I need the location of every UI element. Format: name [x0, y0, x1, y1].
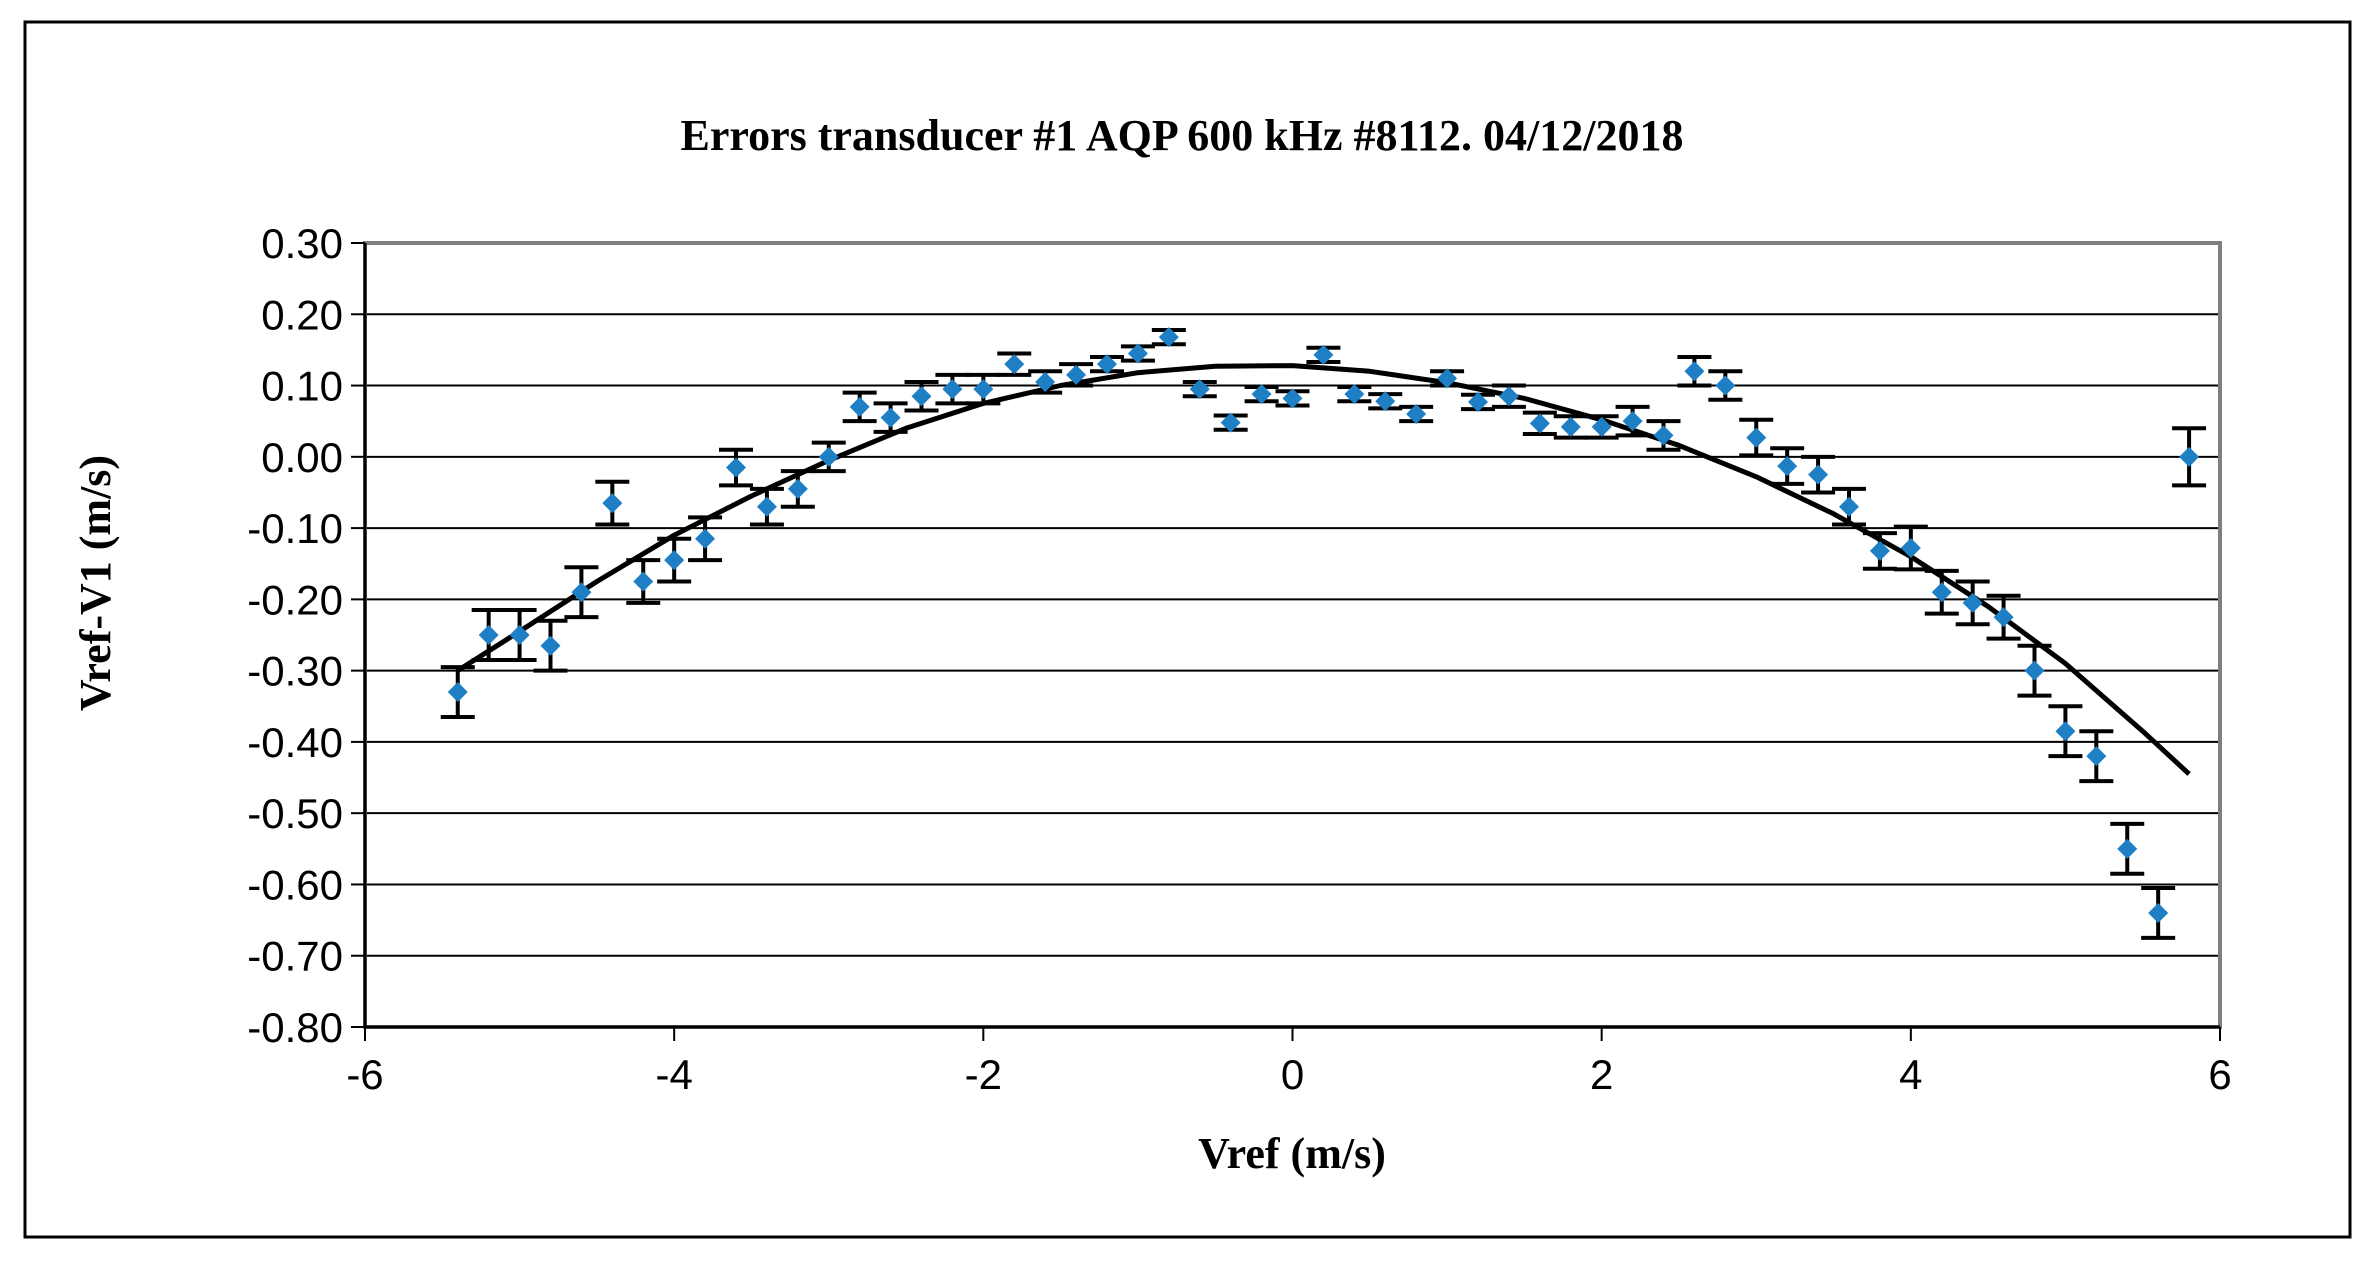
data-point	[1529, 413, 1550, 434]
data-point	[1653, 425, 1674, 446]
data-point	[726, 457, 746, 478]
y-tick-label: 0.10	[261, 363, 343, 410]
y-tick-label: 0.30	[261, 220, 343, 267]
data-point	[1931, 582, 1952, 603]
data-point	[1344, 384, 1365, 405]
data-point	[2148, 902, 2169, 923]
data-point	[1189, 379, 1210, 400]
x-tick-labels: -6 -4 -2 0 2 4 6	[346, 1051, 2231, 1098]
grid-lines	[365, 313, 2220, 957]
data-point	[1777, 456, 1798, 477]
data-point	[540, 635, 561, 656]
data-point	[1746, 427, 1767, 448]
x-tick-label: 2	[1590, 1051, 1613, 1098]
x-tick-label: 4	[1899, 1051, 1922, 1098]
y-tick-label: -0.80	[247, 1004, 343, 1051]
data-point	[571, 582, 592, 603]
y-tick-label: -0.60	[247, 861, 343, 908]
data-point	[973, 379, 994, 400]
axes	[351, 242, 2221, 1041]
data-point	[1097, 354, 1117, 375]
data-point	[911, 386, 932, 407]
y-tick-label: -0.50	[247, 790, 343, 837]
y-tick-label: -0.20	[247, 576, 343, 623]
data-point	[1251, 384, 1272, 405]
y-tick-label: -0.10	[247, 505, 343, 552]
data-point	[1066, 364, 1087, 385]
chart-title: Errors transducer #1 AQP 600 kHz #8112. …	[680, 111, 1683, 160]
data-point	[1622, 411, 1643, 432]
data-point	[1468, 391, 1488, 412]
data-point	[1127, 343, 1148, 364]
y-tick-label: -0.70	[247, 933, 343, 980]
y-tick-labels: 0.30 0.20 0.10 0.00 -0.10 -0.20 -0.30 -0.40 -0.5…	[247, 220, 343, 1051]
data-point	[2055, 721, 2076, 742]
y-tick-label: 0.20	[261, 291, 343, 338]
data-point	[695, 528, 716, 549]
data-point	[1869, 540, 1890, 561]
data-points	[447, 327, 2200, 923]
y-tick-label: -0.30	[247, 648, 343, 695]
data-point	[1406, 404, 1427, 425]
x-axis-label: Vref (m/s)	[1198, 1129, 1386, 1178]
data-point	[1900, 538, 1921, 559]
data-point	[602, 493, 623, 514]
y-tick-label: 0.00	[261, 434, 343, 481]
data-point	[2086, 746, 2107, 767]
data-point	[1962, 592, 1983, 613]
y-tick-label: -0.40	[247, 719, 343, 766]
data-point	[1313, 344, 1334, 365]
data-point	[1282, 388, 1303, 409]
data-point	[1498, 386, 1519, 407]
data-point	[756, 496, 777, 517]
data-point	[1993, 607, 2014, 628]
data-point	[818, 446, 839, 467]
data-point	[880, 407, 901, 428]
data-point	[849, 396, 870, 417]
outer-frame	[23, 20, 2352, 1239]
data-point	[1591, 416, 1612, 437]
trendline-layer	[456, 363, 2191, 776]
trendline	[456, 363, 2191, 776]
data-point	[787, 478, 808, 499]
data-point	[942, 379, 963, 400]
data-point	[1158, 327, 1179, 348]
data-point	[447, 682, 468, 703]
y-axis-label: Vref-V1 (m/s)	[71, 455, 120, 711]
data-point	[1808, 464, 1829, 485]
data-point	[664, 550, 685, 571]
data-point	[1560, 416, 1581, 437]
x-tick-label: -6	[346, 1051, 383, 1098]
data-point	[1715, 375, 1736, 396]
data-point	[478, 625, 499, 645]
data-point	[2179, 446, 2200, 467]
data-point	[1684, 361, 1705, 382]
data-point	[1375, 391, 1396, 412]
data-point	[1839, 496, 1859, 517]
x-tick-label: -4	[655, 1051, 692, 1098]
data-point	[1035, 371, 1056, 392]
x-tick-label: 0	[1281, 1051, 1304, 1098]
data-point	[509, 625, 530, 645]
data-point	[1220, 412, 1241, 433]
data-point	[2117, 838, 2138, 859]
data-point	[2024, 660, 2045, 681]
data-point	[1004, 354, 1025, 375]
x-tick-label: -2	[965, 1051, 1002, 1098]
data-point	[633, 571, 654, 592]
data-point	[1437, 368, 1458, 389]
x-tick-label: 6	[2208, 1051, 2231, 1098]
